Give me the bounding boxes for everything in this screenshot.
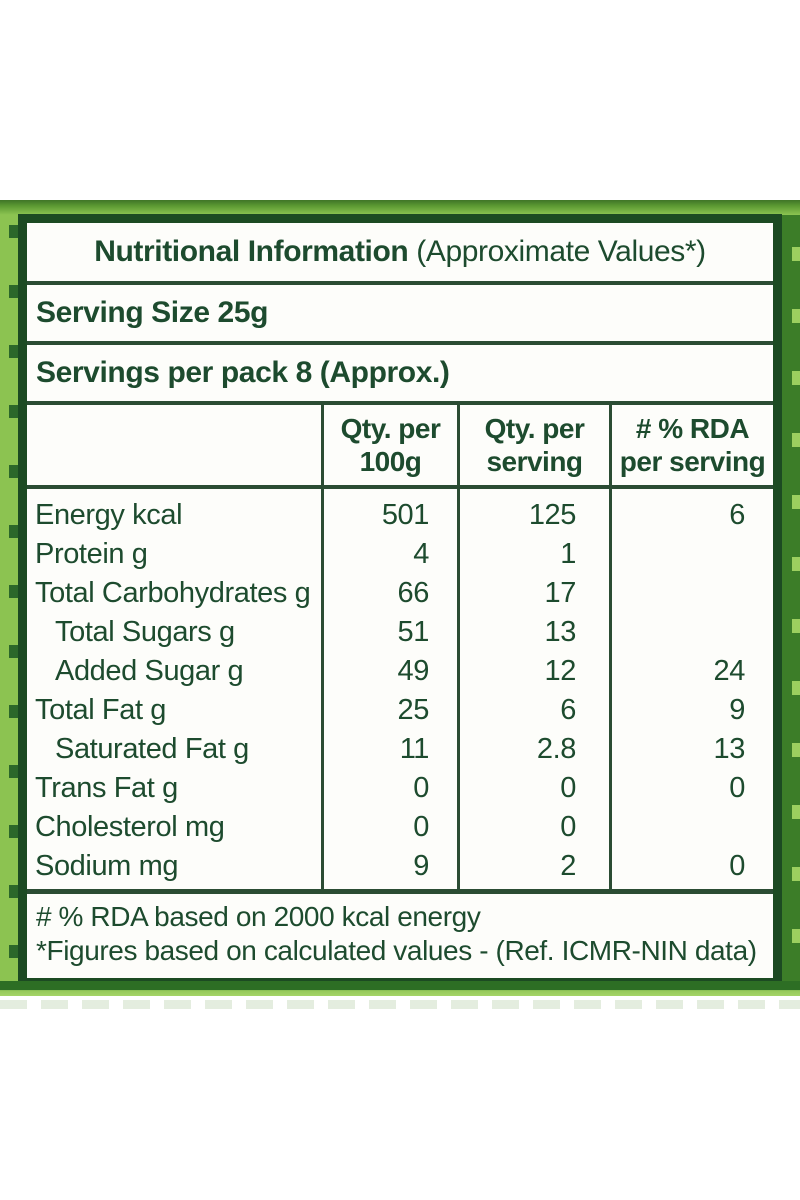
header-rda-per-serving: # % RDA per serving (609, 405, 773, 485)
qty-per-100g-value: 11 (399, 733, 430, 765)
divider (27, 341, 773, 345)
rda-per-serving-value: 0 (729, 850, 745, 882)
qty-per-serving-value: 17 (544, 577, 577, 609)
divider (27, 889, 773, 894)
qty-per-100g-value: 501 (381, 499, 430, 531)
qty-per-100g-value: 9 (413, 850, 429, 882)
nutrient-name: Energy kcal (35, 499, 183, 531)
qty-per-100g-value: 25 (397, 694, 430, 726)
rda-per-serving-column: 6 24 9 13 0 0 (609, 489, 773, 889)
footnote-rda: # % RDA based on 2000 kcal energy (36, 901, 481, 932)
qty-per-serving-column: 125 1 17 13 12 6 2.8 0 0 2 (457, 489, 609, 889)
rda-per-serving-value: 24 (713, 655, 746, 687)
rda-per-serving-value (612, 535, 773, 574)
qty-per-serving-value: 125 (528, 499, 577, 531)
rda-per-serving-value: 6 (729, 499, 745, 531)
package-left-edge (0, 215, 18, 981)
serving-size-row: Serving Size 25g (36, 296, 269, 329)
rda-per-serving-value (612, 574, 773, 613)
qty-per-serving-value: 13 (544, 616, 577, 648)
rda-per-serving-value: 0 (729, 772, 745, 804)
header-nutrient-blank (27, 405, 321, 485)
table-body: Energy kcal Protein g Total Carbohydrate… (27, 489, 773, 889)
qty-per-100g-value: 49 (397, 655, 430, 687)
qty-per-100g-value: 51 (397, 616, 430, 648)
package-bottom-band (0, 981, 800, 996)
footnotes: # % RDA based on 2000 kcal energy *Figur… (27, 894, 773, 978)
qty-per-serving-value: 1 (560, 538, 576, 570)
qty-per-serving-value: 2.8 (536, 733, 577, 765)
nutrient-name: Total Carbohydrates g (35, 577, 311, 609)
header-qty-per-100g: Qty. per 100g (321, 405, 457, 485)
rda-per-serving-value (612, 613, 773, 652)
nutrient-name: Total Fat g (35, 694, 166, 726)
qty-per-100g-value: 4 (413, 538, 429, 570)
qty-per-serving-value: 0 (560, 772, 576, 804)
nutrient-name: Cholesterol mg (35, 811, 225, 843)
servings-per-pack-row: Servings per pack 8 (Approx.) (36, 356, 450, 389)
label-title-bold: Nutritional Information (94, 235, 409, 268)
qty-per-100g-value: 0 (413, 772, 429, 804)
nutrient-name: Total Sugars g (55, 616, 235, 648)
nutrition-label-inner: Nutritional Information (Approximate Val… (27, 223, 773, 978)
nutrient-name: Protein g (35, 538, 148, 570)
qty-per-100g-value: 66 (397, 577, 430, 609)
nutrient-name: Added Sugar g (55, 655, 244, 687)
nutrient-name: Sodium mg (35, 850, 179, 882)
footnote-figures: *Figures based on calculated values - (R… (36, 935, 757, 966)
qty-per-100g-column: 501 4 66 51 49 25 11 0 0 9 (321, 489, 457, 889)
header-qty-per-serving: Qty. per serving (457, 405, 609, 485)
nutrition-label: Nutritional Information (Approximate Val… (18, 214, 782, 987)
rda-per-serving-value: 13 (713, 733, 746, 765)
nutrient-name-column: Energy kcal Protein g Total Carbohydrate… (27, 489, 321, 889)
qty-per-serving-value: 2 (560, 850, 576, 882)
label-title: Nutritional Information (Approximate Val… (27, 223, 773, 281)
qty-per-100g-value: 0 (413, 811, 429, 843)
package-crimp-dashes (0, 1000, 800, 1009)
nutrient-name: Saturated Fat g (55, 733, 249, 765)
divider (27, 485, 773, 489)
divider (27, 401, 773, 405)
qty-per-serving-value: 0 (560, 811, 576, 843)
nutrient-name: Trans Fat g (35, 772, 178, 804)
table-header-row: Qty. per 100g Qty. per serving # % RDA p… (27, 405, 773, 485)
rda-per-serving-value (612, 808, 773, 847)
qty-per-serving-value: 6 (560, 694, 576, 726)
label-title-note: (Approximate Values*) (408, 235, 706, 268)
package-right-edge (782, 215, 800, 981)
qty-per-serving-value: 12 (544, 655, 577, 687)
package-top-band (0, 200, 800, 215)
divider (27, 281, 773, 285)
rda-per-serving-value: 9 (729, 694, 745, 726)
